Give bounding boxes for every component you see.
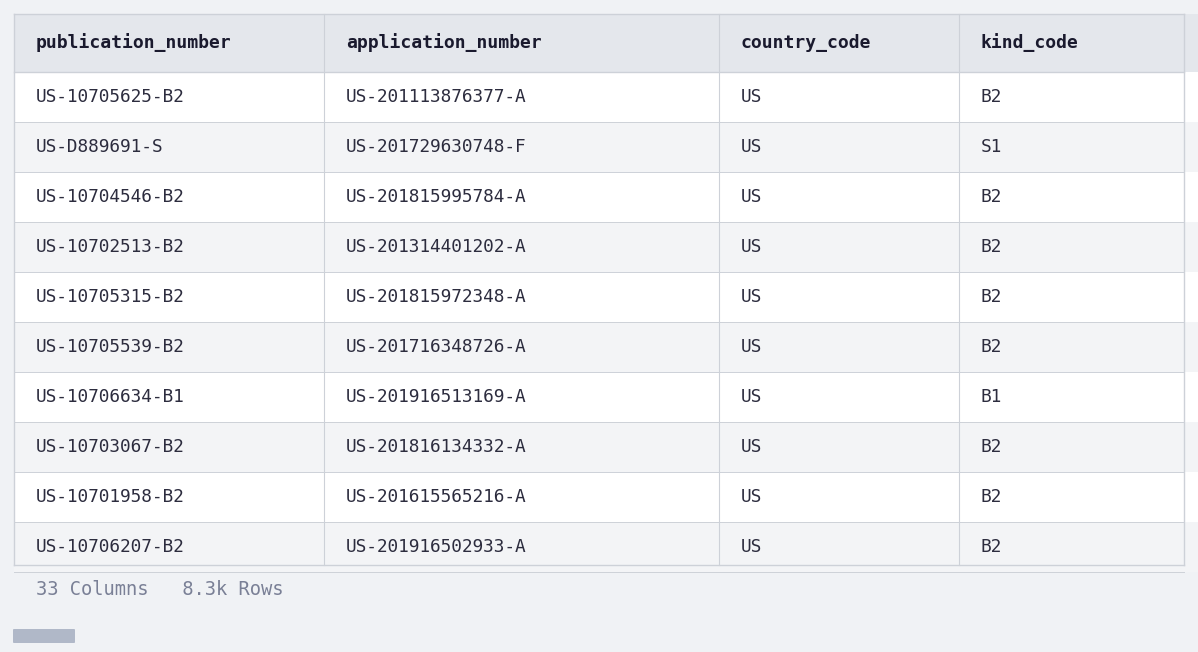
Text: application_number: application_number xyxy=(346,33,541,53)
Text: US: US xyxy=(742,188,762,206)
Text: US: US xyxy=(742,138,762,156)
Text: US-10706207-B2: US-10706207-B2 xyxy=(36,538,184,556)
Text: US-201815995784-A: US-201815995784-A xyxy=(346,188,527,206)
Bar xyxy=(323,14,719,72)
Bar xyxy=(719,422,960,472)
Bar xyxy=(14,322,323,372)
Bar xyxy=(960,272,1198,322)
Bar xyxy=(960,222,1198,272)
Bar xyxy=(323,222,719,272)
Text: US-201916513169-A: US-201916513169-A xyxy=(346,388,527,406)
Bar xyxy=(960,322,1198,372)
Text: S1: S1 xyxy=(981,138,1003,156)
Text: US-10703067-B2: US-10703067-B2 xyxy=(36,438,184,456)
Bar xyxy=(719,472,960,522)
Text: US-10702513-B2: US-10702513-B2 xyxy=(36,238,184,256)
Text: US-10701958-B2: US-10701958-B2 xyxy=(36,488,184,506)
Text: US-201815972348-A: US-201815972348-A xyxy=(346,288,527,306)
Text: B2: B2 xyxy=(981,238,1003,256)
Text: US-10705315-B2: US-10705315-B2 xyxy=(36,288,184,306)
Bar xyxy=(323,72,719,122)
Text: US-10706634-B1: US-10706634-B1 xyxy=(36,388,184,406)
Bar xyxy=(14,14,323,72)
Bar xyxy=(960,522,1198,572)
Text: US-201816134332-A: US-201816134332-A xyxy=(346,438,527,456)
Text: US: US xyxy=(742,488,762,506)
Bar xyxy=(14,472,323,522)
Bar xyxy=(14,222,323,272)
Text: kind_code: kind_code xyxy=(981,33,1079,53)
Bar xyxy=(14,422,323,472)
Bar xyxy=(960,72,1198,122)
Text: US: US xyxy=(742,538,762,556)
Bar xyxy=(323,322,719,372)
Bar xyxy=(14,172,323,222)
Text: US-10705539-B2: US-10705539-B2 xyxy=(36,338,184,356)
Text: US: US xyxy=(742,388,762,406)
Bar xyxy=(14,372,323,422)
Text: B2: B2 xyxy=(981,88,1003,106)
Bar xyxy=(960,422,1198,472)
Text: US: US xyxy=(742,288,762,306)
Bar xyxy=(960,372,1198,422)
Text: US-10705625-B2: US-10705625-B2 xyxy=(36,88,184,106)
Bar xyxy=(14,72,323,122)
FancyBboxPatch shape xyxy=(13,629,75,643)
Text: B2: B2 xyxy=(981,288,1003,306)
Text: US: US xyxy=(742,238,762,256)
Text: US-201615565216-A: US-201615565216-A xyxy=(346,488,527,506)
Bar xyxy=(719,122,960,172)
Bar xyxy=(323,372,719,422)
Bar xyxy=(323,122,719,172)
Bar xyxy=(719,172,960,222)
Text: US-10704546-B2: US-10704546-B2 xyxy=(36,188,184,206)
Bar xyxy=(960,472,1198,522)
Text: US-201729630748-F: US-201729630748-F xyxy=(346,138,527,156)
Bar xyxy=(960,172,1198,222)
Bar xyxy=(719,522,960,572)
Bar xyxy=(719,72,960,122)
Text: US: US xyxy=(742,438,762,456)
Bar xyxy=(960,14,1198,72)
Bar xyxy=(960,122,1198,172)
Bar xyxy=(719,322,960,372)
Text: US-D889691-S: US-D889691-S xyxy=(36,138,163,156)
Bar xyxy=(323,472,719,522)
Text: publication_number: publication_number xyxy=(36,33,231,53)
Text: US-201916502933-A: US-201916502933-A xyxy=(346,538,527,556)
Bar xyxy=(323,172,719,222)
Bar xyxy=(719,372,960,422)
Text: US-201716348726-A: US-201716348726-A xyxy=(346,338,527,356)
Bar xyxy=(14,122,323,172)
Text: US-201113876377-A: US-201113876377-A xyxy=(346,88,527,106)
Bar xyxy=(14,14,1184,565)
Text: B2: B2 xyxy=(981,188,1003,206)
Text: US-201314401202-A: US-201314401202-A xyxy=(346,238,527,256)
Bar xyxy=(719,222,960,272)
Text: 33 Columns   8.3k Rows: 33 Columns 8.3k Rows xyxy=(36,580,284,599)
Text: B2: B2 xyxy=(981,488,1003,506)
Text: B2: B2 xyxy=(981,538,1003,556)
Text: US: US xyxy=(742,88,762,106)
Text: B2: B2 xyxy=(981,338,1003,356)
Bar xyxy=(323,422,719,472)
Bar xyxy=(14,272,323,322)
Bar xyxy=(323,522,719,572)
Text: country_code: country_code xyxy=(742,34,871,52)
Text: B2: B2 xyxy=(981,438,1003,456)
Bar xyxy=(719,14,960,72)
Bar xyxy=(719,272,960,322)
Bar xyxy=(323,272,719,322)
Text: US: US xyxy=(742,338,762,356)
Text: B1: B1 xyxy=(981,388,1003,406)
Bar xyxy=(14,522,323,572)
